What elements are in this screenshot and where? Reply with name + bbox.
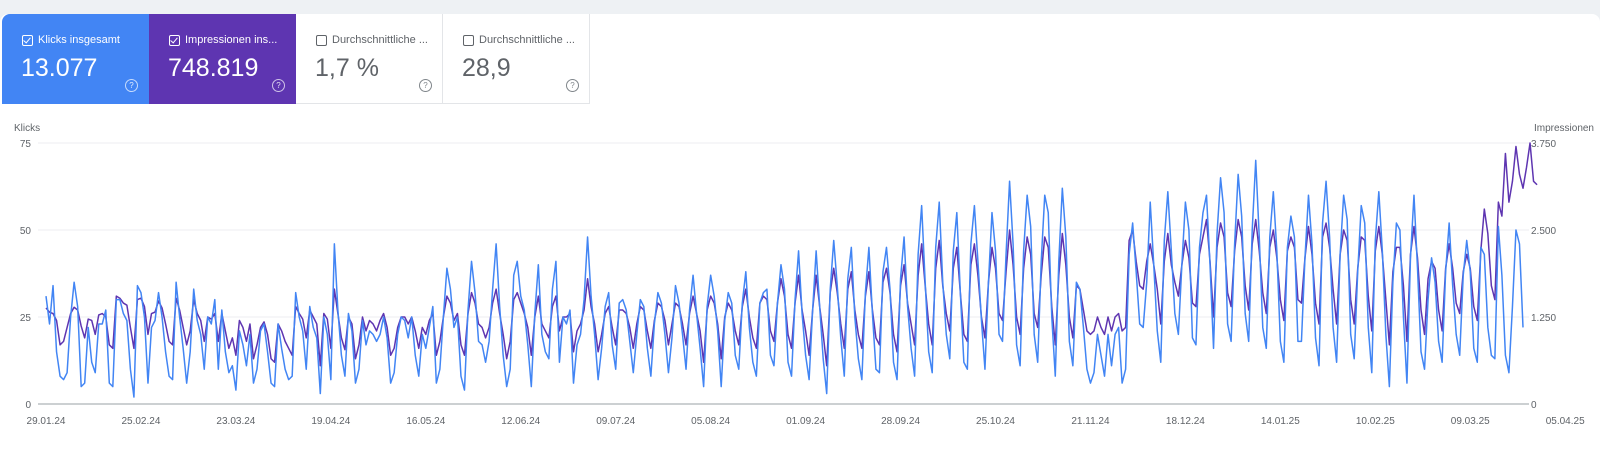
metric-tile-clicks[interactable]: Klicks insgesamt 13.077 ?: [2, 14, 149, 104]
x-tick-label: 28.09.24: [881, 416, 920, 427]
x-tick-label: 23.03.24: [216, 416, 255, 427]
metric-header: Impressionen ins...: [169, 34, 277, 46]
x-tick-label: 21.11.24: [1071, 416, 1110, 427]
clicks-series-line: [45, 159, 1524, 398]
checkbox-checked-icon[interactable]: [22, 34, 33, 46]
impressions-series-line: [45, 142, 1538, 367]
y-right-axis-title: Impressionen: [1533, 123, 1594, 134]
x-tick-label: 16.05.24: [406, 416, 445, 427]
metric-tile-ctr[interactable]: Durchschnittliche ... 1,7 % ?: [296, 14, 443, 104]
x-tick-label: 09.03.25: [1451, 416, 1490, 427]
metric-value: 13.077: [21, 54, 98, 82]
help-icon[interactable]: ?: [272, 79, 285, 92]
metric-tile-impressions[interactable]: Impressionen ins... 748.819 ?: [149, 14, 296, 104]
x-tick-label: 09.07.24: [596, 416, 635, 427]
metric-header: Klicks insgesamt: [22, 34, 120, 46]
x-tick-label: 12.06.24: [501, 416, 540, 427]
metric-label: Durchschnittliche ...: [479, 34, 575, 46]
y-left-tick-label: 75: [20, 139, 32, 150]
y-right-tick-label: 2.500: [1531, 226, 1556, 237]
x-tick-label: 18.12.24: [1166, 416, 1205, 427]
y-right-tick-label: 0: [1531, 400, 1537, 411]
x-tick-label: 01.09.24: [786, 416, 825, 427]
help-icon[interactable]: ?: [566, 79, 579, 92]
x-tick-label: 05.04.25: [1546, 416, 1585, 427]
metric-value: 1,7 %: [315, 54, 379, 82]
metric-header: Durchschnittliche ...: [316, 34, 428, 46]
x-tick-label: 14.01.25: [1261, 416, 1300, 427]
checkbox-unchecked-icon[interactable]: [463, 34, 474, 46]
y-left-axis-title: Klicks: [14, 123, 41, 134]
checkbox-checked-icon[interactable]: [169, 34, 180, 46]
metric-label: Durchschnittliche ...: [332, 34, 428, 46]
y-left-tick-label: 0: [25, 400, 31, 411]
metric-value: 748.819: [168, 54, 259, 82]
help-icon[interactable]: ?: [419, 79, 432, 92]
help-icon[interactable]: ?: [125, 79, 138, 92]
metric-value: 28,9: [462, 54, 511, 82]
y-left-tick-label: 25: [20, 313, 32, 324]
checkbox-unchecked-icon[interactable]: [316, 34, 327, 46]
metric-label: Klicks insgesamt: [38, 34, 120, 46]
x-tick-label: 10.02.25: [1356, 416, 1395, 427]
x-tick-label: 29.01.24: [27, 416, 66, 427]
x-tick-label: 05.08.24: [691, 416, 730, 427]
metric-tile-position[interactable]: Durchschnittliche ... 28,9 ?: [443, 14, 590, 104]
x-tick-label: 25.10.24: [976, 416, 1015, 427]
metric-label: Impressionen ins...: [185, 34, 278, 46]
y-right-tick-label: 1.250: [1531, 313, 1556, 324]
y-right-tick-label: 3.750: [1531, 139, 1556, 150]
metric-header: Durchschnittliche ...: [463, 34, 575, 46]
x-tick-label: 25.02.24: [121, 416, 160, 427]
x-tick-label: 19.04.24: [311, 416, 350, 427]
metric-tiles: Klicks insgesamt 13.077 ? Impressionen i…: [2, 14, 590, 104]
y-left-tick-label: 50: [20, 226, 32, 237]
